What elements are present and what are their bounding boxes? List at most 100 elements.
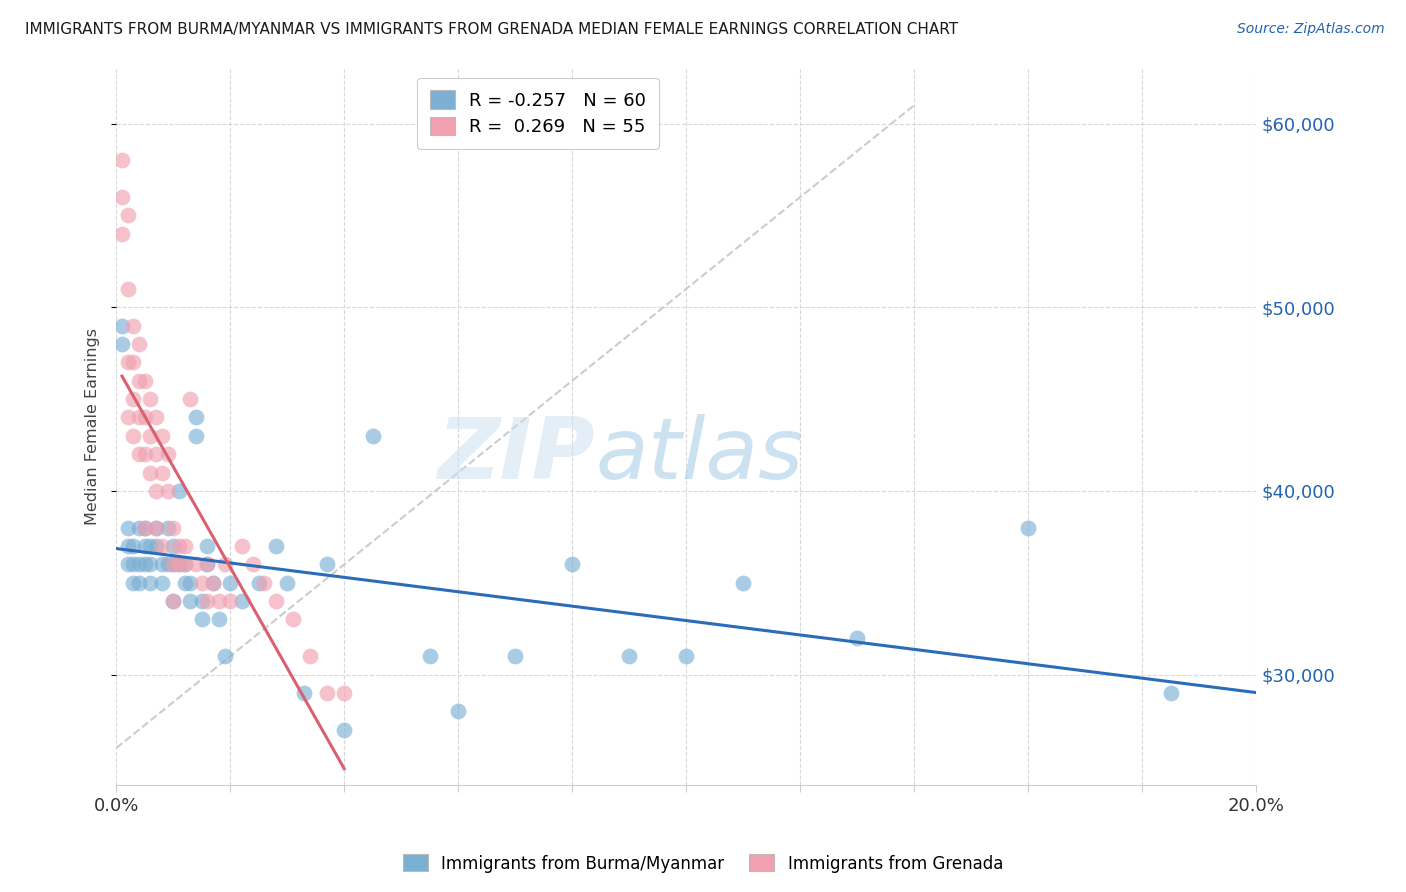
Point (619, 649, 641, 664)
Point (191, 575, 214, 590)
Point (179, 594, 201, 608)
Point (167, 558, 190, 572)
Point (117, 282, 139, 296)
Point (139, 392, 162, 406)
Point (145, 447, 167, 461)
Point (162, 558, 184, 572)
Point (111, 337, 134, 351)
Point (122, 539, 145, 553)
Point (145, 483, 167, 498)
Point (122, 558, 145, 572)
Point (281, 612, 304, 626)
Point (156, 447, 179, 461)
Point (122, 392, 145, 406)
Point (419, 649, 441, 664)
Point (242, 558, 264, 572)
Point (111, 318, 134, 333)
Point (264, 539, 287, 553)
Point (1017, 521, 1039, 535)
Point (150, 575, 173, 590)
Point (191, 594, 214, 608)
Point (231, 594, 253, 608)
Point (197, 594, 219, 608)
Point (162, 539, 184, 553)
Point (179, 575, 201, 590)
Point (156, 558, 179, 572)
Point (111, 153, 134, 168)
Point (1160, 686, 1182, 700)
Point (197, 539, 219, 553)
Point (150, 539, 173, 553)
Point (134, 521, 156, 535)
Point (128, 575, 150, 590)
Point (134, 374, 156, 388)
Point (447, 704, 470, 718)
Point (145, 539, 167, 553)
Point (167, 558, 190, 572)
Point (134, 539, 156, 553)
Y-axis label: Median Female Earnings: Median Female Earnings (86, 328, 100, 525)
Point (122, 318, 145, 333)
Point (150, 558, 173, 572)
Legend: R = -0.257   N = 60, R =  0.269   N = 55: R = -0.257 N = 60, R = 0.269 N = 55 (418, 78, 659, 149)
Point (292, 686, 315, 700)
Point (128, 337, 150, 351)
Point (184, 558, 207, 572)
Point (139, 575, 162, 590)
Point (197, 558, 219, 572)
Point (139, 429, 162, 443)
Point (197, 558, 219, 572)
Point (733, 575, 755, 590)
Point (117, 209, 139, 223)
Point (202, 575, 225, 590)
Point (264, 594, 287, 608)
Point (214, 649, 236, 664)
Point (208, 594, 231, 608)
Point (675, 649, 697, 664)
Point (139, 539, 162, 553)
Point (191, 612, 214, 626)
Point (111, 190, 134, 204)
Point (167, 539, 190, 553)
Point (139, 558, 162, 572)
Point (134, 521, 156, 535)
Point (117, 539, 139, 553)
Point (111, 227, 134, 241)
Point (173, 558, 195, 572)
Point (219, 594, 242, 608)
Point (134, 410, 156, 425)
Point (333, 686, 356, 700)
Point (156, 521, 179, 535)
Point (128, 558, 150, 572)
Point (184, 429, 207, 443)
Point (173, 539, 195, 553)
Point (134, 558, 156, 572)
Text: Source: ZipAtlas.com: Source: ZipAtlas.com (1237, 22, 1385, 37)
Point (184, 410, 207, 425)
Point (162, 521, 184, 535)
Text: ZIP: ZIP (437, 414, 595, 497)
Point (128, 410, 150, 425)
Point (134, 447, 156, 461)
Point (299, 649, 322, 664)
Point (202, 575, 225, 590)
Point (214, 558, 236, 572)
Point (162, 594, 184, 608)
Point (122, 575, 145, 590)
Point (150, 466, 173, 480)
Point (156, 483, 179, 498)
Point (145, 521, 167, 535)
Point (846, 631, 869, 645)
Point (128, 447, 150, 461)
Point (316, 558, 339, 572)
Point (247, 575, 270, 590)
Point (117, 521, 139, 535)
Point (167, 483, 190, 498)
Point (253, 575, 276, 590)
Point (122, 355, 145, 369)
Point (162, 558, 184, 572)
Point (219, 575, 242, 590)
Point (333, 723, 356, 737)
Point (128, 521, 150, 535)
Point (276, 575, 298, 590)
